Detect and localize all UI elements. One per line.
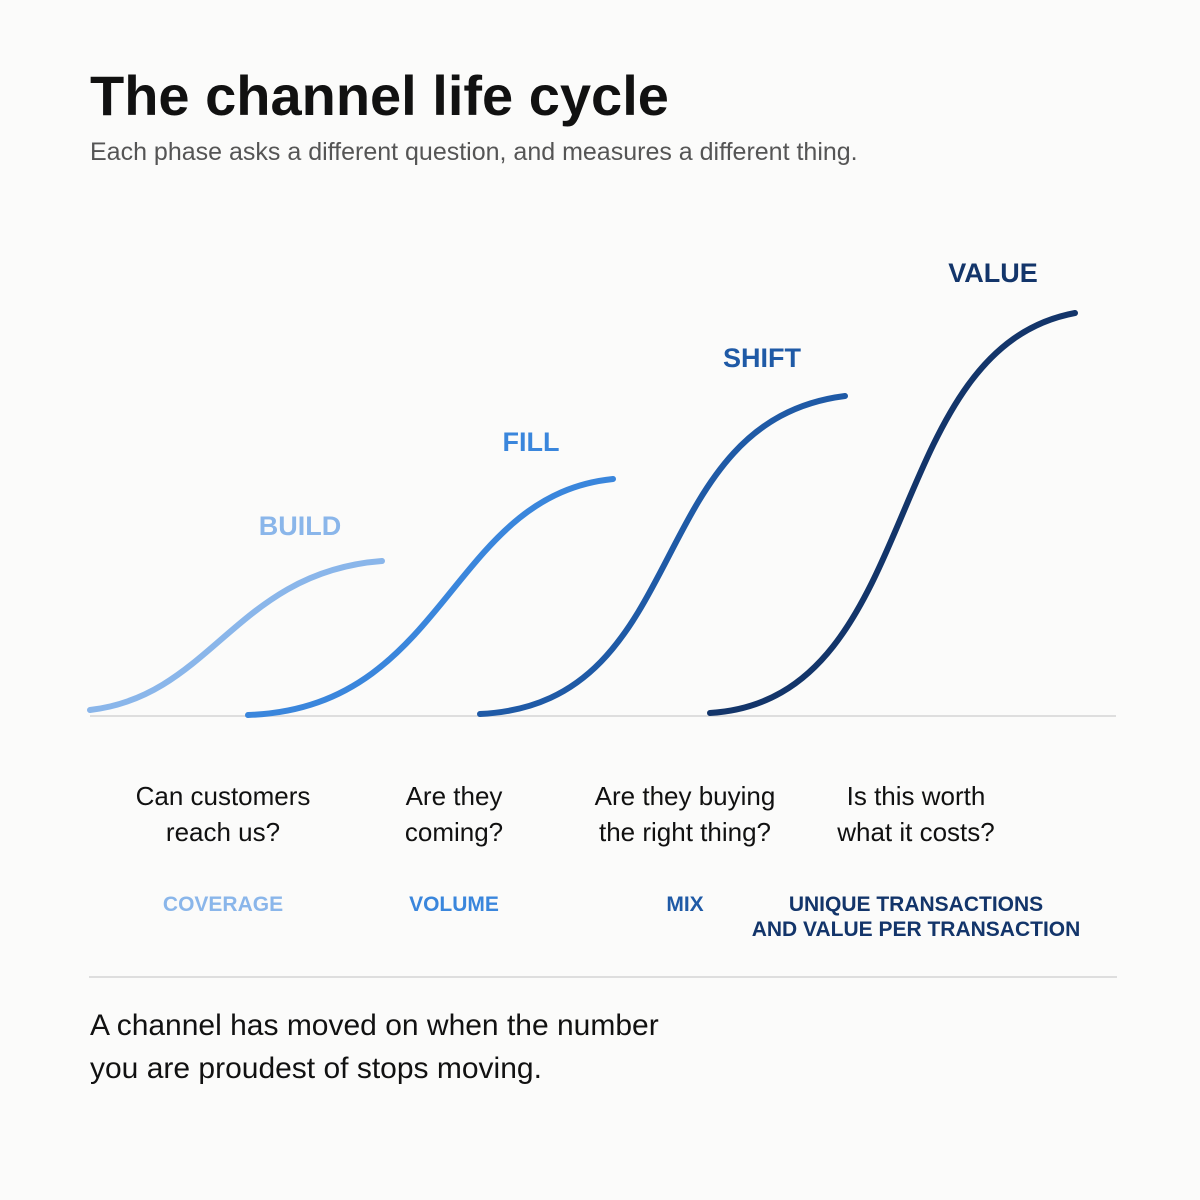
fill-metric: VOLUME bbox=[274, 892, 634, 917]
page-title: The channel life cycle bbox=[90, 64, 669, 127]
footer-line2: you are proudest of stops moving. bbox=[90, 1052, 542, 1085]
shift-question-line2: the right thing? bbox=[598, 817, 771, 847]
value-question-line1: Is this worth bbox=[846, 781, 986, 811]
fill-label: FILL bbox=[503, 427, 560, 457]
shift-question: Are they buying the right thing? bbox=[565, 778, 805, 850]
build-label: BUILD bbox=[259, 511, 342, 541]
build-metric: COVERAGE bbox=[43, 892, 403, 917]
value-metric-line1: UNIQUE TRANSACTIONS bbox=[788, 893, 1044, 916]
shift-question-line1: Are they buying bbox=[594, 781, 776, 811]
shift-curve bbox=[477, 393, 848, 717]
footer-divider bbox=[89, 976, 1117, 978]
build-curve bbox=[87, 558, 385, 713]
build-metric-line1: COVERAGE bbox=[162, 893, 284, 916]
shift-metric: MIX bbox=[505, 892, 865, 917]
value-label: VALUE bbox=[948, 258, 1038, 288]
fill-question: Are they coming? bbox=[334, 778, 574, 850]
fill-question-line1: Are they bbox=[405, 781, 503, 811]
fill-curve bbox=[245, 476, 616, 718]
fill-metric-line1: VOLUME bbox=[409, 893, 499, 916]
footer-line1: A channel has moved on when the number bbox=[90, 1009, 659, 1042]
build-question-line1: Can customers bbox=[135, 781, 311, 811]
value-curve bbox=[707, 310, 1078, 716]
build-question-line2: reach us? bbox=[165, 817, 281, 847]
fill-question-line2: coming? bbox=[404, 817, 504, 847]
value-question-line2: what it costs? bbox=[837, 817, 995, 847]
value-metric: UNIQUE TRANSACTIONS AND VALUE PER TRANSA… bbox=[736, 892, 1096, 942]
shift-metric-line1: MIX bbox=[666, 893, 704, 916]
footer-note: A channel has moved on when the number y… bbox=[90, 1004, 730, 1090]
value-question: Is this worth what it costs? bbox=[796, 778, 1036, 850]
page-subtitle: Each phase asks a different question, an… bbox=[90, 138, 858, 166]
value-metric-line2: AND VALUE PER TRANSACTION bbox=[751, 918, 1081, 941]
build-question: Can customers reach us? bbox=[103, 778, 343, 850]
shift-label: SHIFT bbox=[723, 343, 802, 373]
